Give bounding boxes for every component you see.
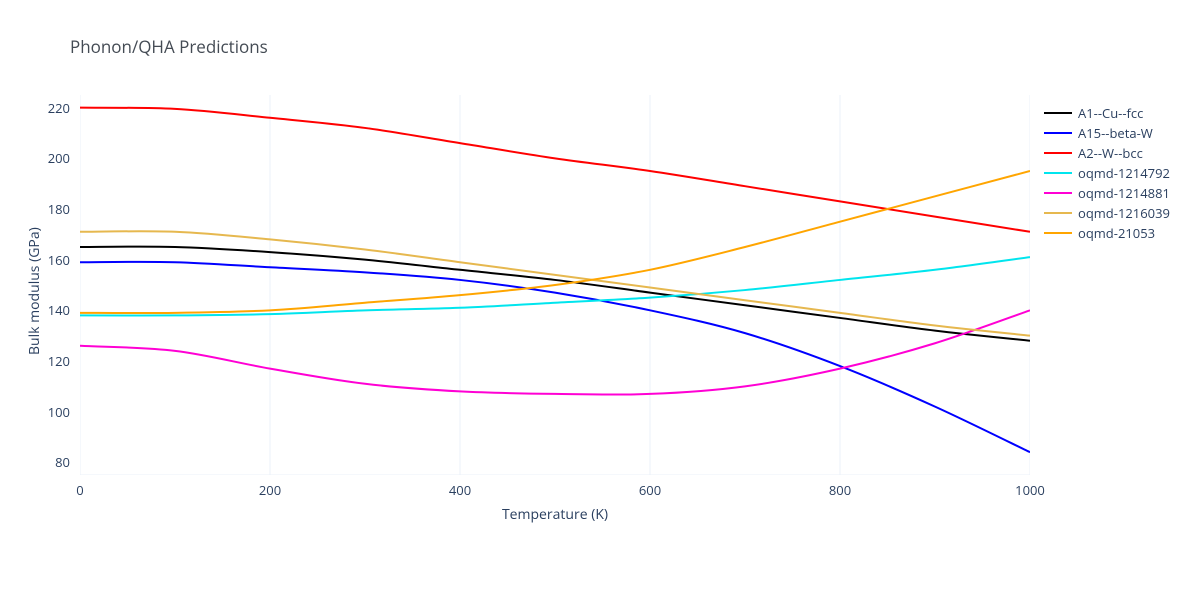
legend-label: A2--W--bcc [1078,144,1143,162]
legend-item[interactable]: oqmd-21053 [1044,223,1170,243]
series-line[interactable] [80,231,1030,335]
y-tick-label: 200 [40,149,70,167]
y-tick-label: 120 [40,352,70,370]
legend-label: oqmd-1216039 [1078,204,1170,222]
legend-item[interactable]: oqmd-1216039 [1044,203,1170,223]
legend-item[interactable]: A15--beta-W [1044,123,1170,143]
legend-item[interactable]: A2--W--bcc [1044,143,1170,163]
y-tick-label: 160 [40,251,70,269]
x-tick-label: 800 [829,481,851,499]
plot-svg [80,95,1030,475]
legend: A1--Cu--fcc A15--beta-W A2--W--bcc oqmd-121… [1044,103,1170,243]
y-tick-label: 180 [40,200,70,218]
x-tick-label: 600 [639,481,661,499]
legend-item[interactable]: oqmd-1214792 [1044,163,1170,183]
series-line[interactable] [80,310,1030,394]
y-tick-label: 140 [40,301,70,319]
x-tick-label: 1000 [1015,481,1045,499]
chart-root: { "chart": { "type": "line", "title": "P… [0,0,1200,600]
series-line[interactable] [80,247,1030,341]
x-tick-label: 200 [259,481,281,499]
series-line[interactable] [80,257,1030,315]
legend-item[interactable]: A1--Cu--fcc [1044,103,1170,123]
legend-swatch [1044,132,1072,134]
legend-label: oqmd-1214792 [1078,164,1170,182]
legend-swatch [1044,172,1072,174]
plot-area[interactable] [80,95,1030,475]
legend-label: oqmd-1214881 [1078,184,1170,202]
y-axis-label: Bulk modulus (GPa) [25,227,44,355]
y-tick-label: 100 [40,403,70,421]
legend-swatch [1044,232,1072,234]
x-tick-label: 0 [76,481,83,499]
legend-swatch [1044,112,1072,114]
y-tick-label: 80 [40,453,70,471]
legend-label: A1--Cu--fcc [1078,104,1143,122]
legend-swatch [1044,212,1072,214]
series-line[interactable] [80,108,1030,232]
legend-swatch [1044,192,1072,194]
chart-title: Phonon/QHA Predictions [70,35,268,58]
legend-swatch [1044,152,1072,154]
legend-label: A15--beta-W [1078,124,1153,142]
x-axis-label: Temperature (K) [80,505,1030,524]
x-tick-label: 400 [449,481,471,499]
y-tick-label: 220 [40,99,70,117]
legend-item[interactable]: oqmd-1214881 [1044,183,1170,203]
legend-label: oqmd-21053 [1078,224,1155,242]
